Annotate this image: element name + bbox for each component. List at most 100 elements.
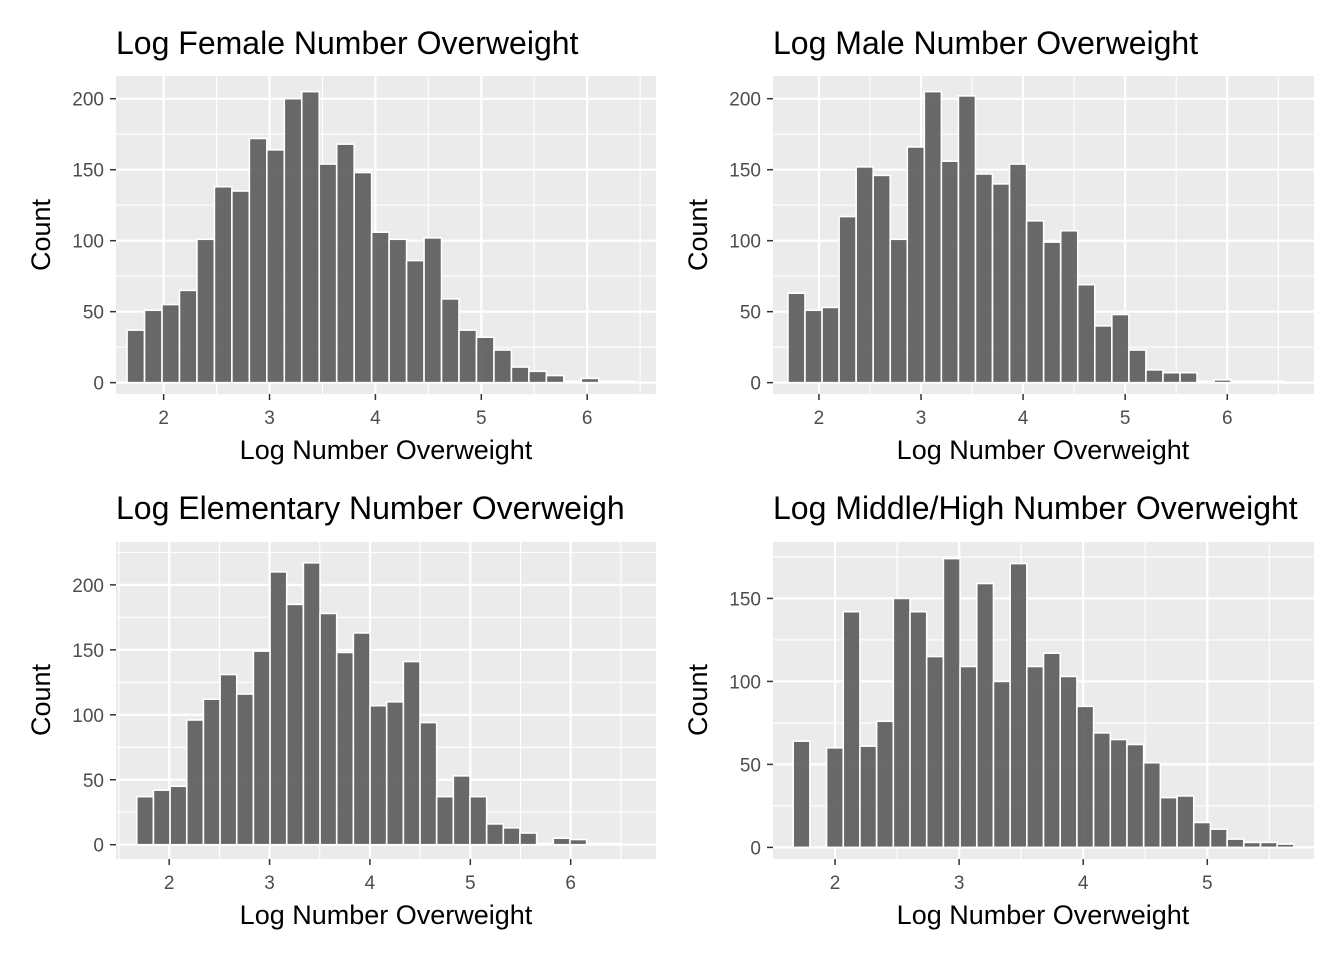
histogram-bar <box>405 259 425 384</box>
x-tick-label: 3 <box>916 408 927 429</box>
panel-title: Log Middle/High Number Overweight <box>773 490 1298 526</box>
histogram-bar <box>925 655 945 849</box>
histogram-bar <box>1109 738 1128 849</box>
histogram-bar <box>1126 743 1145 849</box>
y-tick-label: 200 <box>72 576 104 597</box>
histogram-bar <box>161 303 181 384</box>
x-axis-label: Log Number Overweight <box>240 435 533 465</box>
histogram-bar <box>285 603 305 846</box>
histogram-bar <box>1176 795 1195 849</box>
x-tick-label: 4 <box>370 408 381 429</box>
histogram-bar <box>300 90 321 384</box>
histogram-bar <box>1093 325 1113 384</box>
histogram-bar <box>1196 380 1215 384</box>
x-axis-ticks: 2 3 4 5 6 <box>158 394 592 429</box>
x-tick-label: 4 <box>365 873 376 894</box>
histogram-bar <box>804 309 823 384</box>
histogram-bar <box>563 380 583 384</box>
histogram-bar <box>615 380 635 384</box>
y-axis-label: Count <box>26 198 56 271</box>
histogram-bar <box>838 215 857 384</box>
histogram-bar <box>859 745 878 849</box>
histogram-bar <box>1259 841 1278 849</box>
x-axis-label: Log Number Overweight <box>897 900 1190 930</box>
histogram-bar <box>991 183 1011 384</box>
histogram-male: Log Male Number Overweight 050100150200 … <box>683 25 1314 465</box>
x-axis-ticks: 2 3 4 5 6 <box>814 394 1233 429</box>
bars <box>135 561 621 846</box>
histogram-bar <box>875 720 895 849</box>
x-tick-label: 2 <box>158 408 169 429</box>
histogram-bar <box>580 377 600 384</box>
x-tick-label: 2 <box>814 408 825 429</box>
y-tick-label: 50 <box>83 771 104 792</box>
histogram-bar <box>1192 821 1212 849</box>
histogram-bar <box>369 704 388 846</box>
histogram-bar <box>975 582 995 849</box>
histogram-bar <box>1025 220 1045 384</box>
histogram-bar <box>1092 732 1112 849</box>
histogram-bar <box>1142 761 1162 849</box>
histogram-bar <box>178 289 198 384</box>
histogram-bar <box>185 719 205 846</box>
histogram-bar <box>940 160 960 384</box>
histogram-bar <box>1213 379 1232 384</box>
x-tick-label: 3 <box>264 873 275 894</box>
histogram-bar <box>1264 380 1284 384</box>
histogram-bar <box>302 561 321 846</box>
y-tick-label: 150 <box>729 161 761 182</box>
histogram-elementary: Log Elementary Number Overweigh 0 50 100 15… <box>26 490 656 930</box>
x-axis-label: Log Number Overweight <box>240 900 533 930</box>
panel-title: Log Female Number Overweight <box>116 25 579 61</box>
histogram-bar <box>906 146 926 384</box>
histogram-bar <box>318 163 338 384</box>
histogram-bar <box>792 740 811 849</box>
histogram-bar <box>923 90 943 384</box>
histogram-bar <box>552 837 571 846</box>
x-tick-label: 3 <box>264 408 275 429</box>
histogram-bar <box>1179 371 1198 384</box>
y-tick-label: 200 <box>72 90 104 111</box>
histogram-bar <box>475 336 495 384</box>
histogram-bar <box>974 173 994 384</box>
y-tick-label: 150 <box>72 161 104 182</box>
histogram-bar <box>1008 163 1028 384</box>
y-axis-label: Count <box>683 198 713 271</box>
histogram-bar <box>370 231 390 384</box>
histogram-bar <box>787 292 806 384</box>
y-tick-label: 200 <box>729 90 761 111</box>
histogram-bar <box>319 612 338 846</box>
histogram-bar <box>485 823 505 846</box>
histogram-bar <box>1162 371 1181 384</box>
histogram-bar <box>1230 380 1250 384</box>
histogram-bar <box>213 185 233 384</box>
y-tick-label: 100 <box>729 672 761 693</box>
histogram-bar <box>545 374 565 384</box>
y-tick-label: 100 <box>72 706 104 727</box>
x-axis-ticks: 2 3 4 5 <box>830 859 1213 894</box>
histogram-bar <box>352 632 371 846</box>
y-tick-label: 0 <box>93 374 104 395</box>
histogram-bar <box>353 171 373 384</box>
y-tick-label: 0 <box>93 836 104 857</box>
histogram-bar <box>1026 665 1045 849</box>
y-axis-ticks: 0 50 100 150 <box>729 589 773 859</box>
histogram-bar <box>597 380 618 384</box>
histogram-bar <box>602 842 621 846</box>
histogram-bar <box>135 795 155 846</box>
y-tick-label: 50 <box>740 303 761 324</box>
histogram-bar <box>942 557 961 849</box>
y-axis-label: Count <box>683 663 713 736</box>
y-tick-label: 100 <box>72 232 104 253</box>
histogram-bar <box>1247 380 1267 384</box>
histogram-bar <box>889 238 909 384</box>
y-tick-label: 0 <box>750 374 761 395</box>
histogram-bar <box>231 190 251 384</box>
histogram-bar <box>992 680 1011 849</box>
histogram-bar <box>252 650 271 846</box>
x-axis-label: Log Number Overweight <box>897 435 1190 465</box>
histogram-bar <box>959 665 978 849</box>
histogram-bar <box>535 842 555 846</box>
histogram-bar <box>1159 796 1178 849</box>
